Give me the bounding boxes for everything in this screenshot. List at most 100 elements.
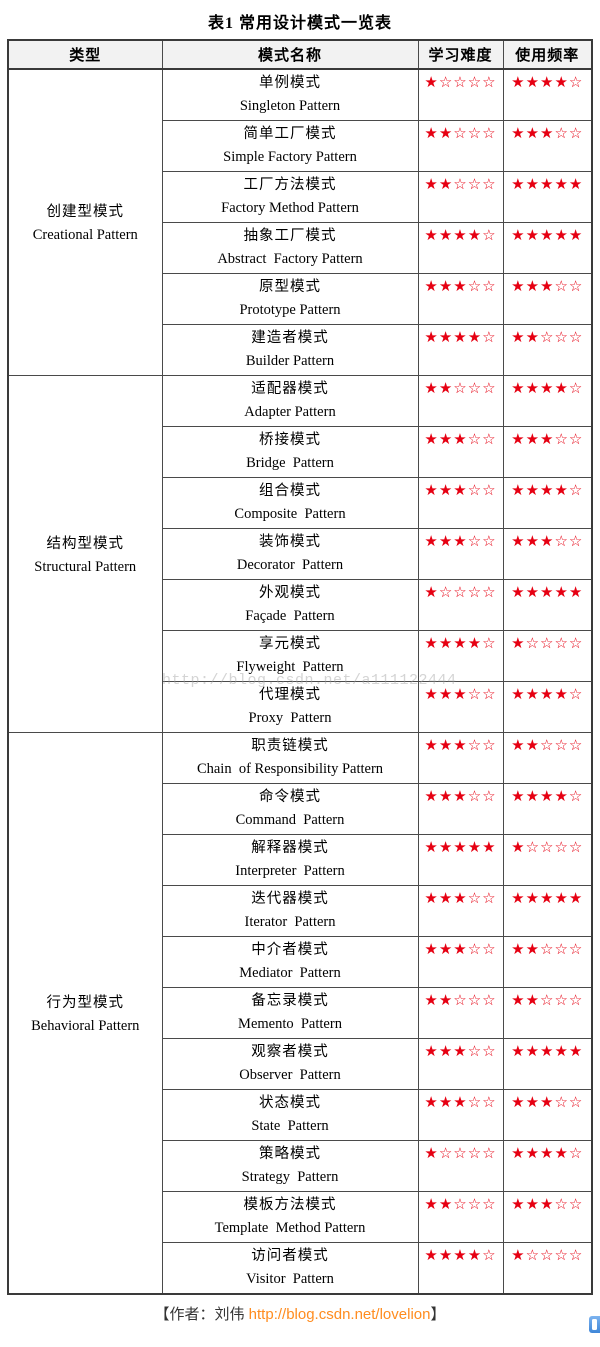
pattern-name-zh: 装饰模式 xyxy=(259,534,321,550)
pattern-name-en: Adapter Pattern xyxy=(244,404,336,420)
pattern-name-zh: 命令模式 xyxy=(259,789,321,805)
pattern-name-zh: 模板方法模式 xyxy=(243,1197,337,1213)
column-header-pattern-name: 模式名称 xyxy=(161,39,419,70)
table-row: 工厂方法模式 Factory Method Pattern ★★☆☆☆ ★★★★★ xyxy=(8,171,593,223)
type-name-zh: 结构型模式 xyxy=(46,535,124,552)
pattern-name-en: Template Method Pattern xyxy=(214,1220,366,1236)
pattern-name-zh: 迭代器模式 xyxy=(251,891,329,907)
pattern-name-en: Bridge Pattern xyxy=(246,455,334,471)
pattern-name-cell: 中介者模式 Mediator Pattern xyxy=(161,936,419,988)
table-row: 建造者模式 Builder Pattern ★★★★☆ ★★☆☆☆ xyxy=(8,324,593,376)
pattern-name-en: Simple Factory Pattern xyxy=(223,149,357,165)
type-name-en: Creational Pattern xyxy=(32,227,138,243)
pattern-name-en: Composite Pattern xyxy=(234,506,346,522)
frequency-stars: ★★★★☆ xyxy=(502,1140,593,1192)
difficulty-stars: ★★★☆☆ xyxy=(417,936,504,988)
pattern-name-cell: 装饰模式 Decorator Pattern xyxy=(161,528,419,580)
pattern-name-cell: 原型模式 Prototype Pattern xyxy=(161,273,419,325)
frequency-stars: ★★★★★ xyxy=(502,579,593,631)
pattern-name-cell: 工厂方法模式 Factory Method Pattern xyxy=(161,171,419,223)
pattern-name-cell: 享元模式 Flyweight Pattern xyxy=(161,630,419,682)
pattern-name-cell: 抽象工厂模式 Abstract Factory Pattern xyxy=(161,222,419,274)
difficulty-stars: ★★★☆☆ xyxy=(417,732,504,784)
table-row: 行为型模式 Behavioral Pattern 职责链模式 Chain of Res… xyxy=(7,732,593,1295)
table-row: 装饰模式 Decorator Pattern ★★★☆☆ ★★★☆☆ xyxy=(8,528,593,580)
difficulty-stars: ★★★☆☆ xyxy=(417,1038,504,1090)
pattern-name-zh: 观察者模式 xyxy=(251,1044,329,1060)
difficulty-stars: ★★★☆☆ xyxy=(417,477,504,529)
frequency-stars: ★★☆☆☆ xyxy=(502,987,593,1039)
table-row: 创建型模式 Creational Pattern 单例模式 Singleton Pat… xyxy=(7,68,593,376)
pattern-name-cell: 访问者模式 Visitor Pattern xyxy=(161,1242,419,1295)
pattern-name-cell: 观察者模式 Observer Pattern xyxy=(161,1038,419,1090)
pattern-name-cell: 桥接模式 Bridge Pattern xyxy=(161,426,419,478)
pattern-name-cell: 建造者模式 Builder Pattern xyxy=(161,324,419,376)
difficulty-stars: ★★★☆☆ xyxy=(417,273,504,325)
frequency-stars: ★★★★☆ xyxy=(502,68,593,121)
table-row: 策略模式 Strategy Pattern ★☆☆☆☆ ★★★★☆ xyxy=(8,1140,593,1192)
csdn-share-icon[interactable] xyxy=(589,1316,600,1333)
pattern-name-zh: 原型模式 xyxy=(259,279,321,295)
design-patterns-table: 类型 模式名称 学习难度 使用频率 创建型模式 Creational Pattern 单例… xyxy=(7,39,593,1295)
author-blog-link[interactable]: http://blog.csdn.net/lovelion xyxy=(248,1306,431,1323)
pattern-name-zh: 状态模式 xyxy=(259,1095,321,1111)
pattern-name-cell: 职责链模式 Chain of Responsibility Pattern xyxy=(161,732,419,784)
pattern-name-cell: 单例模式 Singleton Pattern xyxy=(161,68,419,121)
table-row: 原型模式 Prototype Pattern ★★★☆☆ ★★★☆☆ xyxy=(8,273,593,325)
difficulty-stars: ★★☆☆☆ xyxy=(417,987,504,1039)
frequency-stars: ★★★★★ xyxy=(502,222,593,274)
pattern-name-zh: 解释器模式 xyxy=(251,840,329,856)
difficulty-stars: ★★★☆☆ xyxy=(417,681,504,733)
pattern-name-zh: 享元模式 xyxy=(259,636,321,652)
table-header-row: 类型 模式名称 学习难度 使用频率 xyxy=(7,39,593,70)
frequency-stars: ★★★★★ xyxy=(502,171,593,223)
pattern-name-cell: 备忘录模式 Memento Pattern xyxy=(161,987,419,1039)
pattern-name-en: Abstract Factory Pattern xyxy=(217,251,363,267)
table-row: 外观模式 Façade Pattern ★☆☆☆☆ ★★★★★ xyxy=(8,579,593,631)
frequency-stars: ★★★★☆ xyxy=(502,681,593,733)
frequency-stars: ★☆☆☆☆ xyxy=(502,834,593,886)
table-row: 迭代器模式 Iterator Pattern ★★★☆☆ ★★★★★ xyxy=(8,885,593,937)
pattern-name-zh: 策略模式 xyxy=(259,1146,321,1162)
pattern-name-zh: 组合模式 xyxy=(259,483,321,499)
difficulty-stars: ★★★☆☆ xyxy=(417,1089,504,1141)
table-row: 结构型模式 Structural Pattern 适配器模式 Adapter Patt… xyxy=(7,375,593,733)
pattern-name-cell: 解释器模式 Interpreter Pattern xyxy=(161,834,419,886)
table-row: 备忘录模式 Memento Pattern ★★☆☆☆ ★★☆☆☆ xyxy=(8,987,593,1039)
pattern-name-cell: 组合模式 Composite Pattern xyxy=(161,477,419,529)
difficulty-stars: ★★★☆☆ xyxy=(417,885,504,937)
pattern-name-zh: 职责链模式 xyxy=(251,738,329,754)
pattern-name-en: Mediator Pattern xyxy=(239,965,341,981)
type-cell: 创建型模式 Creational Pattern xyxy=(7,68,163,376)
pattern-name-zh: 简单工厂模式 xyxy=(243,126,337,142)
frequency-stars: ★☆☆☆☆ xyxy=(502,1242,593,1295)
difficulty-stars: ★★★☆☆ xyxy=(417,426,504,478)
pattern-name-zh: 外观模式 xyxy=(259,585,321,601)
author-footer: 【作者：刘伟 http://blog.csdn.net/lovelion】 xyxy=(0,1303,600,1324)
pattern-name-en: Command Pattern xyxy=(235,812,345,828)
difficulty-stars: ★☆☆☆☆ xyxy=(417,1140,504,1192)
pattern-name-cell: 适配器模式 Adapter Pattern xyxy=(161,375,419,427)
page-title: 表1 常用设计模式一览表 xyxy=(207,15,392,32)
frequency-stars: ★★★★★ xyxy=(502,885,593,937)
type-name-zh: 行为型模式 xyxy=(46,994,124,1011)
type-cell: 行为型模式 Behavioral Pattern xyxy=(7,732,163,1295)
frequency-stars: ★★★★★ xyxy=(502,1038,593,1090)
difficulty-stars: ★★★★☆ xyxy=(417,222,504,274)
frequency-stars: ★★★☆☆ xyxy=(502,120,593,172)
pattern-name-en: Factory Method Pattern xyxy=(221,200,359,216)
table-row: 命令模式 Command Pattern ★★★☆☆ ★★★★☆ xyxy=(8,783,593,835)
difficulty-stars: ★★☆☆☆ xyxy=(417,375,504,427)
author-label: 【作者：刘伟 xyxy=(154,1306,249,1323)
pattern-name-en: Singleton Pattern xyxy=(239,98,341,114)
difficulty-stars: ★★★★☆ xyxy=(417,324,504,376)
pattern-name-zh: 抽象工厂模式 xyxy=(243,228,337,244)
pattern-name-en: Prototype Pattern xyxy=(239,302,341,318)
type-name-en: Structural Pattern xyxy=(34,558,137,575)
pattern-name-en: Façade Pattern xyxy=(245,608,335,624)
difficulty-stars: ★☆☆☆☆ xyxy=(417,579,504,631)
pattern-name-en: Decorator Pattern xyxy=(236,557,344,573)
difficulty-stars: ★☆☆☆☆ xyxy=(417,68,504,121)
column-header-type: 类型 xyxy=(7,39,163,70)
table-row: 桥接模式 Bridge Pattern ★★★☆☆ ★★★☆☆ xyxy=(8,426,593,478)
